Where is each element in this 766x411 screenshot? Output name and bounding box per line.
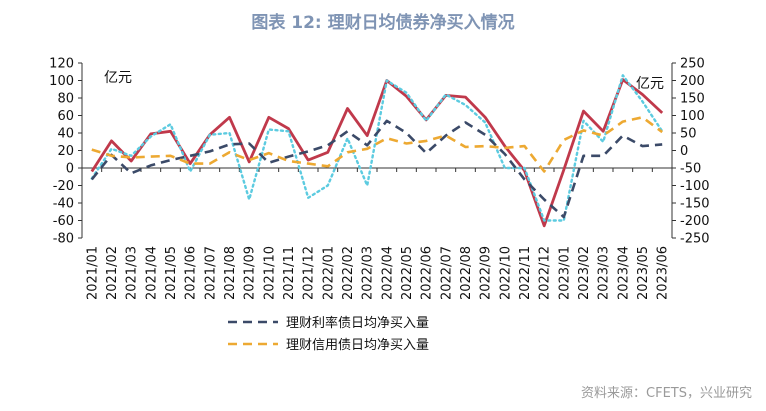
right-tick-label: 150 xyxy=(680,92,705,107)
chart-title: 图表 12: 理财日均债券净买入情况 xyxy=(251,13,515,33)
x-tick-label: 2023/01 xyxy=(557,246,572,300)
x-tick-label: 2022/11 xyxy=(518,246,533,300)
left-tick-label: -20 xyxy=(53,179,74,194)
right-tick-label: -100 xyxy=(680,179,710,194)
x-tick-label: 2021/09 xyxy=(243,246,258,300)
x-tick-label: 2022/10 xyxy=(498,246,513,300)
left-tick-label: 100 xyxy=(49,74,74,89)
left-y-axis: -80 -60 -40 -20 0 20 40 60 80 100 120 xyxy=(49,57,82,247)
left-tick-label: 20 xyxy=(57,144,74,159)
legend-label: 理财利率债日均净买入量 xyxy=(286,315,429,331)
x-tick-label: 2021/04 xyxy=(144,246,159,300)
x-tick-label: 2022/07 xyxy=(439,246,454,300)
left-tick-label: 0 xyxy=(66,162,74,177)
x-tick-label: 2022/04 xyxy=(380,246,395,300)
x-tick-label: 2023/03 xyxy=(597,246,612,300)
series-line-2 xyxy=(90,74,664,222)
series-line-4 xyxy=(91,116,663,173)
x-tick-label: 2023/02 xyxy=(577,246,592,300)
x-tick-label: 2022/12 xyxy=(538,246,553,300)
x-tick-label: 2022/01 xyxy=(321,246,336,300)
x-tick-label: 2021/10 xyxy=(262,246,277,300)
right-tick-label: 50 xyxy=(680,127,697,142)
left-tick-label: -40 xyxy=(53,197,74,212)
x-tick-label: 2021/06 xyxy=(184,246,199,300)
right-tick-label: -50 xyxy=(680,162,701,177)
x-axis: 2021/01 2021/02 2021/03 2021/04 2021/05 2021/… xyxy=(81,168,671,300)
x-tick-label: 2021/11 xyxy=(282,246,297,300)
source-note: 资料来源：CFETS，兴业研究 xyxy=(581,386,752,401)
right-tick-label: -200 xyxy=(680,214,710,229)
x-tick-label: 2023/06 xyxy=(656,246,671,300)
x-tick-label: 2021/08 xyxy=(223,246,238,300)
left-tick-label: -60 xyxy=(53,214,74,229)
right-tick-label: -250 xyxy=(680,232,710,247)
left-axis-unit: 亿元 xyxy=(104,70,132,86)
left-tick-label: 120 xyxy=(49,57,74,72)
x-tick-label: 2021/02 xyxy=(105,246,120,300)
series-layer xyxy=(90,74,664,228)
x-tick-label: 2021/01 xyxy=(85,246,100,300)
x-tick-label: 2021/07 xyxy=(203,246,218,300)
right-tick-label: 100 xyxy=(680,109,705,124)
x-tick-label: 2022/06 xyxy=(420,246,435,300)
right-tick-label: 200 xyxy=(680,74,705,89)
plot-area xyxy=(81,63,673,238)
x-tick-label: 2022/03 xyxy=(361,246,376,300)
series-line-3 xyxy=(90,119,663,219)
left-tick-label: -80 xyxy=(53,232,74,247)
right-tick-label: 0 xyxy=(680,144,688,159)
x-tick-label: 2022/09 xyxy=(479,246,494,300)
right-tick-label: -150 xyxy=(680,197,710,212)
right-y-axis: -250 -200 -150 -100 -50 0 50 100 150 200 250 xyxy=(672,57,710,247)
x-tick-label: 2021/12 xyxy=(302,246,317,300)
x-tick-label: 2023/04 xyxy=(616,246,631,300)
x-tick-label: 2022/05 xyxy=(400,246,415,300)
x-tick-label: 2022/08 xyxy=(459,246,474,300)
series-line-1 xyxy=(90,78,664,228)
right-axis-unit: 亿元 xyxy=(636,76,664,92)
x-tick-label: 2023/05 xyxy=(636,246,651,300)
x-tick-label: 2022/02 xyxy=(341,246,356,300)
left-tick-label: 60 xyxy=(57,109,74,124)
left-tick-label: 40 xyxy=(57,127,74,142)
left-tick-label: 80 xyxy=(57,92,74,107)
x-tick-label: 2021/03 xyxy=(125,246,140,300)
x-tick-label: 2021/05 xyxy=(164,246,179,300)
right-tick-label: 250 xyxy=(680,57,705,72)
legend-label: 理财信用债日均净买入量 xyxy=(286,338,429,353)
